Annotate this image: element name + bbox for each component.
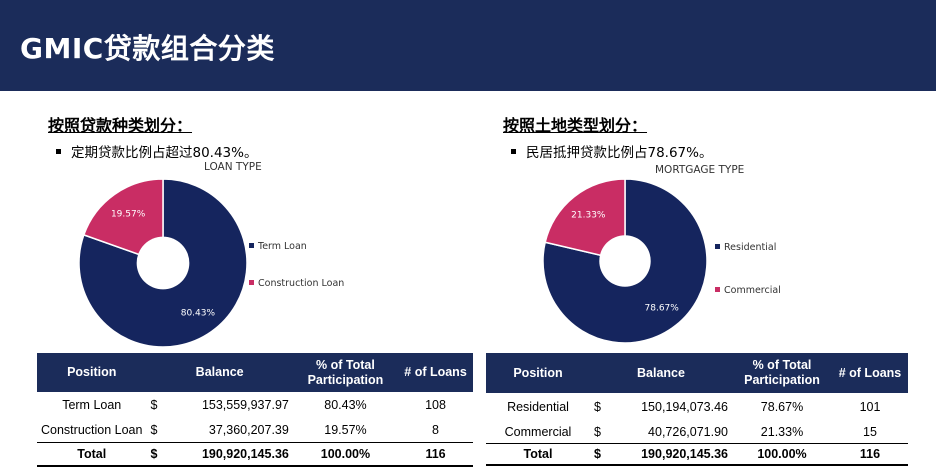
cell-pct: 21.33% xyxy=(760,424,804,439)
col-header-position: Position xyxy=(37,353,147,392)
cell-balance: $37,360,207.39 xyxy=(150,422,289,437)
col-header-pct: % of Total Participation xyxy=(292,353,399,392)
table-row: Residential $150,194,073.46 78.67% 101 xyxy=(486,393,908,421)
cell-position: Construction Loan xyxy=(41,422,143,437)
pie-data-label: 21.33% xyxy=(571,211,606,221)
legend-item-term-loan: Term Loan xyxy=(249,241,307,252)
col-header-loans: # of Loans xyxy=(832,353,908,393)
pie-slice-construction-loan xyxy=(82,178,164,265)
left-bullet-text: 定期贷款比例占超过80.43%。 xyxy=(71,145,258,161)
cell-pct: 80.43% xyxy=(324,398,367,412)
cell-balance: $150,194,073.46 xyxy=(594,400,728,414)
mortgage-type-table: Position Balance % of Total Participatio… xyxy=(486,353,908,466)
cell-position: Term Loan xyxy=(62,398,122,412)
col-header-position: Position xyxy=(486,353,590,393)
cell-position: Total xyxy=(486,442,590,466)
right-bullet-text: 民居抵押贷款比例占78.67%。 xyxy=(526,145,713,161)
title-bar: GMIC贷款组合分类 xyxy=(0,0,936,91)
right-chart-title: MORTGAGE TYPE xyxy=(655,164,745,176)
left-section-title: 按照贷款种类划分： xyxy=(48,116,193,135)
right-section-title: 按照土地类型划分： xyxy=(503,116,648,135)
cell-loans: 8 xyxy=(432,422,439,437)
legend-label: Term Loan xyxy=(258,241,307,252)
legend-swatch xyxy=(715,244,720,249)
pie-data-label: 19.57% xyxy=(111,210,146,220)
table-row: Construction Loan $37,360,207.39 19.57% … xyxy=(37,418,473,442)
table-total-row: Total $190,920,145.36 100.00% 116 xyxy=(37,441,473,467)
bullet-marker xyxy=(511,148,516,154)
cell-balance: $153,559,937.97 xyxy=(150,398,289,412)
cell-position: Residential xyxy=(507,400,569,414)
mortgage-type-pie-chart: 78.67% 21.33% xyxy=(542,178,708,344)
cell-loans: 116 xyxy=(398,441,473,467)
legend-item-commercial: Commercial xyxy=(715,285,781,296)
legend-label: Construction Loan xyxy=(258,278,345,289)
legend-label: Commercial xyxy=(724,285,781,296)
left-bullet: 定期贷款比例占超过80.43%。 xyxy=(56,141,257,161)
donut-hole xyxy=(136,236,190,290)
page-title: GMIC贷款组合分类 xyxy=(20,32,275,65)
table-header-row: Position Balance % of Total Participatio… xyxy=(37,353,473,392)
pie-data-label: 80.43% xyxy=(181,308,216,318)
col-header-balance: Balance xyxy=(590,353,732,393)
cell-pct: 19.57% xyxy=(324,422,367,437)
cell-loans: 116 xyxy=(832,442,908,466)
cell-position: Commercial xyxy=(504,424,572,439)
col-header-loans: # of Loans xyxy=(398,353,473,392)
cell-pct: 100.00% xyxy=(292,441,399,467)
table-row: Term Loan $153,559,937.97 80.43% 108 xyxy=(37,392,473,418)
legend-label: Residential xyxy=(724,242,777,253)
cell-loans: 108 xyxy=(425,398,446,412)
cell-balance: $190,920,145.36 xyxy=(146,441,293,467)
pie-slice-commercial xyxy=(544,178,626,262)
cell-loans: 15 xyxy=(863,424,877,439)
cell-pct: 100.00% xyxy=(732,442,832,466)
cell-balance: $40,726,071.90 xyxy=(594,424,728,439)
pie-data-label: 78.67% xyxy=(645,303,680,313)
donut-hole xyxy=(599,235,651,287)
table-header-row: Position Balance % of Total Participatio… xyxy=(486,353,908,393)
left-chart-title: LOAN TYPE xyxy=(204,161,262,173)
legend-item-construction-loan: Construction Loan xyxy=(249,278,344,289)
table-total-row: Total $190,920,145.36 100.00% 116 xyxy=(486,442,908,466)
col-header-balance: Balance xyxy=(146,353,293,392)
cell-loans: 101 xyxy=(859,400,881,414)
bullet-marker xyxy=(56,148,61,154)
loan-type-table: Position Balance % of Total Participatio… xyxy=(37,353,473,467)
legend-item-residential: Residential xyxy=(715,242,776,253)
legend-swatch xyxy=(249,243,254,248)
cell-position: Total xyxy=(37,441,147,467)
right-bullet: 民居抵押贷款比例占78.67%。 xyxy=(511,141,712,161)
legend-swatch xyxy=(249,280,254,285)
col-header-pct: % of Total Participation xyxy=(732,353,832,393)
loan-type-pie-chart: 80.43% 19.57% xyxy=(78,178,248,348)
legend-swatch xyxy=(715,287,720,292)
cell-pct: 78.67% xyxy=(760,400,804,414)
cell-balance: $190,920,145.36 xyxy=(590,442,732,466)
table-row: Commercial $40,726,071.90 21.33% 15 xyxy=(486,421,908,443)
